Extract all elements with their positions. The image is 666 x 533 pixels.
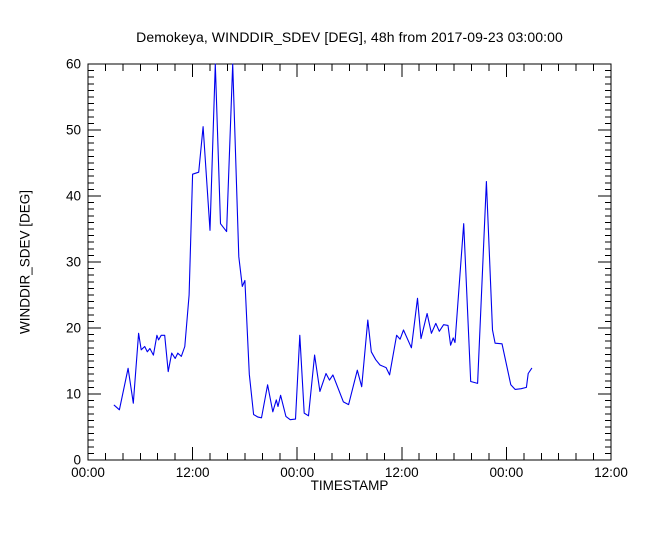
y-tick-label: 20 [66, 321, 81, 336]
chart-title: Demokeya, WINDDIR_SDEV [DEG], 48h from 2… [136, 29, 563, 45]
y-axis-label: WINDDIR_SDEV [DEG] [17, 189, 33, 335]
y-tick-label: 40 [66, 189, 81, 204]
x-tick-label: 00:00 [490, 465, 524, 480]
y-tick-label: 50 [66, 123, 81, 138]
x-axis-label: TIMESTAMP [310, 478, 389, 493]
y-tick-label: 0 [73, 453, 81, 468]
y-tick-label: 10 [66, 387, 81, 402]
x-tick-label: 00:00 [71, 465, 105, 480]
y-tick-label: 30 [66, 255, 81, 270]
y-tick-label: 60 [66, 57, 81, 72]
data-line [113, 63, 533, 421]
x-tick-label: 12:00 [594, 465, 628, 480]
x-tick-label: 12:00 [176, 465, 210, 480]
x-tick-label: 12:00 [385, 465, 419, 480]
x-tick-label: 00:00 [280, 465, 314, 480]
